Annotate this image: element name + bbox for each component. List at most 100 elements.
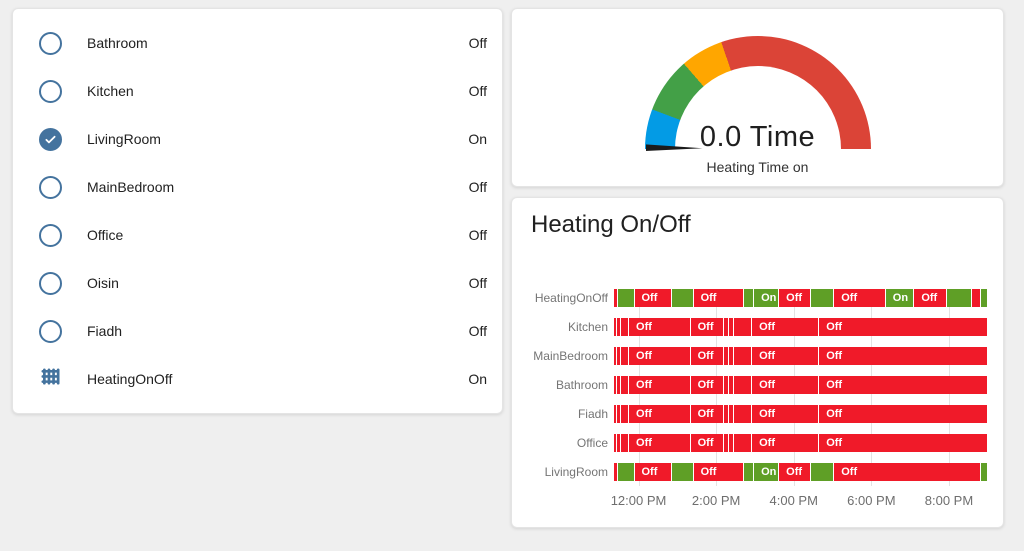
timeline-row: Office Off Off Off Off — [512, 434, 1005, 452]
state-segment — [614, 405, 618, 423]
state-segment — [724, 347, 730, 365]
state-segment-label: Off — [826, 408, 843, 420]
state-segment — [734, 347, 753, 365]
timeline-row-label: Kitchen — [567, 320, 608, 334]
checkbox-marked-circle-icon[interactable] — [38, 127, 62, 151]
radio-button-unchecked-icon[interactable] — [38, 223, 62, 247]
gauge-title: Heating Time on — [706, 159, 809, 175]
state-segment — [617, 434, 621, 452]
timeline-track[interactable]: Off Off On Off Off — [614, 463, 987, 481]
entity-state: Off — [468, 227, 487, 243]
state-segment — [617, 463, 635, 481]
radiator-icon[interactable] — [39, 365, 62, 393]
state-segment: Off — [629, 376, 691, 394]
timeline-track[interactable]: Off Off Off Off — [614, 434, 987, 452]
list-item[interactable]: Kitchen Off — [13, 67, 502, 115]
state-segment: Off — [629, 434, 691, 452]
timeline-track[interactable]: Off Off Off Off — [614, 405, 987, 423]
state-segment — [729, 347, 735, 365]
state-segment — [734, 318, 753, 336]
timeline-row: Fiadh Off Off Off Off — [512, 405, 1005, 423]
state-segment: Off — [819, 376, 987, 394]
state-segment: Off — [690, 318, 725, 336]
axis-tick-label: 8:00 PM — [924, 493, 974, 508]
state-segment — [734, 405, 753, 423]
state-segment: On — [754, 463, 780, 481]
timeline-track[interactable]: Off Off On Off Off On Off — [614, 289, 987, 307]
state-segment — [614, 289, 618, 307]
state-segment: Off — [834, 289, 886, 307]
state-segment: Off — [690, 347, 725, 365]
timeline-row: LivingRoom Off Off On Off Off — [512, 463, 1005, 481]
timeline-track[interactable]: Off Off Off Off — [614, 347, 987, 365]
state-segment — [621, 434, 630, 452]
state-segment-label: Off — [826, 321, 843, 333]
state-segment-label: Off — [636, 321, 652, 333]
timeline-track[interactable]: Off Off Off Off — [614, 318, 987, 336]
state-segment: Off — [690, 376, 725, 394]
state-segment: Off — [690, 434, 725, 452]
state-segment: Off — [752, 347, 820, 365]
state-segment-label: Off — [636, 350, 652, 362]
entity-list-card: Bathroom Off Kitchen Off LivingRoom On MainBed… — [12, 8, 503, 414]
timeline-track[interactable]: Off Off Off Off — [614, 376, 987, 394]
state-segment-label: Off — [921, 292, 938, 304]
state-segment — [980, 289, 987, 307]
state-segment — [724, 318, 730, 336]
entity-name: LivingRoom — [87, 131, 161, 147]
list-item[interactable]: Fiadh Off — [13, 307, 502, 355]
state-segment — [621, 318, 630, 336]
state-segment — [614, 318, 618, 336]
state-segment: Off — [629, 405, 691, 423]
state-segment — [729, 318, 735, 336]
list-item[interactable]: LivingRoom On — [13, 115, 502, 163]
state-segment: Off — [752, 376, 820, 394]
state-segment — [672, 289, 694, 307]
radio-button-unchecked-icon[interactable] — [38, 31, 62, 55]
radio-button-unchecked-icon[interactable] — [38, 79, 62, 103]
timeline-rows: HeatingOnOff Off Off On Off Off On Off Kitchen Of… — [512, 289, 1005, 481]
radio-button-unchecked-icon[interactable] — [38, 271, 62, 295]
state-segment-label: Off — [759, 350, 775, 362]
list-item[interactable]: MainBedroom Off — [13, 163, 502, 211]
state-segment — [614, 347, 618, 365]
state-segment: Off — [914, 289, 948, 307]
state-segment — [614, 463, 618, 481]
axis-tick-label: 6:00 PM — [847, 493, 896, 508]
state-segment-label: Off — [786, 466, 803, 478]
list-item[interactable]: HeatingOnOff On — [13, 355, 502, 403]
entity-name: Kitchen — [87, 83, 134, 99]
state-segment — [614, 376, 618, 394]
state-segment: On — [754, 289, 780, 307]
state-segment: Off — [690, 405, 725, 423]
state-segment-label: Off — [826, 437, 843, 449]
state-segment-label: Off — [759, 321, 775, 333]
state-segment: Off — [693, 463, 744, 481]
list-item[interactable]: Bathroom Off — [13, 19, 502, 67]
list-item[interactable]: Oisin Off — [13, 259, 502, 307]
state-segment-label: Off — [641, 466, 658, 478]
state-segment-label: Off — [697, 379, 714, 391]
timeline-row-label: LivingRoom — [544, 465, 608, 479]
state-segment — [617, 347, 621, 365]
radio-button-unchecked-icon[interactable] — [38, 175, 62, 199]
state-segment — [724, 376, 730, 394]
timeline-row-label: Fiadh — [577, 407, 608, 421]
state-segment — [810, 463, 835, 481]
entity-name: HeatingOnOff — [87, 371, 173, 387]
entity-name: Bathroom — [87, 35, 148, 51]
axis-tick-label: 12:00 PM — [610, 493, 667, 508]
gauge: 0.0 Time — [644, 36, 871, 153]
state-segment — [617, 289, 635, 307]
state-segment-label: Off — [697, 321, 714, 333]
state-segment: Off — [629, 347, 691, 365]
state-segment-label: Off — [636, 408, 652, 420]
timeline-row: Kitchen Off Off Off Off — [512, 318, 1005, 336]
list-item[interactable]: Office Off — [13, 211, 502, 259]
state-segment — [614, 434, 618, 452]
state-segment — [980, 463, 987, 481]
state-segment-label: On — [761, 466, 777, 478]
gauge-card[interactable]: 0.0 Time Heating Time on — [511, 8, 1004, 187]
timeline-row-label: Bathroom — [555, 378, 608, 392]
radio-button-unchecked-icon[interactable] — [38, 319, 62, 343]
